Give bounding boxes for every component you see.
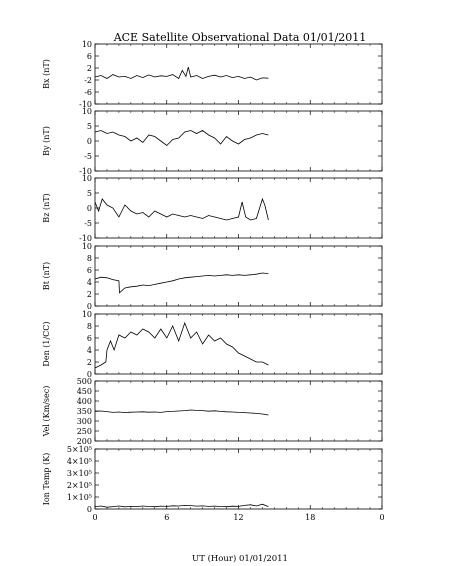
panel-6: 5×10⁵ 4×10⁵ 3×10⁵ 2×10⁵ 1×10⁵ 0 Ion Temp (K) — [42, 445, 383, 514]
chart-title: ACE Satellite Observational Data 01/01/2… — [113, 31, 367, 44]
y-axis-label: Ion Temp (K) — [42, 453, 51, 506]
panel-frame — [94, 313, 383, 375]
series-line-4-0 — [94, 321, 269, 369]
series-line-2-0 — [94, 197, 269, 221]
y-tick-label: -10 — [79, 234, 92, 243]
y-tick-label: -2 — [84, 76, 92, 85]
y-tick-label: 10 — [82, 174, 92, 183]
series-line-6-0 — [94, 503, 269, 508]
y-tick-label: 1×10⁵ — [67, 493, 92, 502]
panel-3: 10 8 6 4 2 0 Bt (nT) — [42, 242, 383, 311]
y-tick-label: 10 — [82, 242, 92, 251]
y-tick-label: -6 — [84, 88, 92, 97]
y-tick-label: 200 — [77, 437, 92, 446]
y-tick-label: 4 — [87, 278, 92, 287]
x-axis-label: UT (Hour) 01/01/2011 — [192, 553, 288, 564]
y-tick-label: 2×10⁵ — [67, 481, 92, 490]
y-tick-label: 500 — [77, 377, 92, 386]
panel-4: 10 8 6 4 2 0 Den (1/CC) — [42, 310, 383, 379]
y-tick-label: 2 — [87, 290, 92, 299]
y-tick-label: 250 — [77, 427, 92, 436]
y-tick-label: 450 — [77, 387, 92, 396]
y-tick-label: 0 — [87, 137, 92, 146]
y-axis-label: Bt (nT) — [42, 262, 51, 290]
y-tick-label: 0 — [87, 204, 92, 213]
y-tick-label: 4 — [87, 346, 92, 355]
y-tick-label: -10 — [79, 167, 92, 176]
y-tick-label: 2 — [87, 358, 92, 367]
panel-2: 10 5 0 -5 -10 Bz (nT) — [42, 174, 383, 243]
panel-1: 10 5 0 -5 -10 By (nT) — [42, 107, 383, 176]
y-tick-label: 5 — [87, 189, 92, 198]
y-axis-label: Den (1/CC) — [42, 321, 51, 366]
y-tick-label: 10 — [82, 107, 92, 116]
panel-frame — [94, 448, 383, 510]
x-tick-label: 0 — [92, 513, 97, 522]
y-tick-label: 350 — [77, 407, 92, 416]
y-tick-label: 0 — [87, 505, 92, 514]
y-tick-label: 10 — [82, 40, 92, 49]
x-tick-label: 0 — [379, 513, 384, 522]
y-tick-label: 6 — [87, 52, 92, 61]
panel-frame — [94, 110, 383, 172]
y-tick-label: 5×10⁵ — [67, 445, 92, 454]
x-tick-label: 12 — [233, 513, 243, 522]
panel-frame — [94, 43, 383, 105]
panel-frame — [94, 177, 383, 239]
panel-frame — [94, 380, 383, 442]
y-tick-label: -10 — [79, 100, 92, 109]
y-axis-label: Bz (nT) — [42, 193, 51, 222]
y-tick-label: 2 — [87, 64, 92, 73]
y-tick-label: 8 — [87, 322, 92, 331]
y-tick-label: 6 — [87, 266, 92, 275]
x-tick-label: 6 — [164, 513, 169, 522]
y-axis-label: Bx (nT) — [42, 59, 51, 89]
y-tick-label: 3×10⁵ — [67, 469, 92, 478]
y-tick-label: 6 — [87, 334, 92, 343]
panel-frame — [94, 245, 383, 307]
series-line-5-0 — [94, 409, 269, 416]
x-tick-label: 18 — [305, 513, 315, 522]
y-tick-label: 0 — [87, 302, 92, 311]
y-axis-label: Vel (Km/sec) — [42, 386, 51, 438]
y-axis-label: By (nT) — [42, 126, 51, 156]
y-tick-label: -5 — [84, 219, 92, 228]
series-line-3-0 — [94, 272, 269, 294]
y-tick-label: 0 — [87, 370, 92, 379]
y-tick-label: 300 — [77, 417, 92, 426]
series-line-1-0 — [94, 130, 269, 147]
y-tick-label: 400 — [77, 397, 92, 406]
y-tick-label: 10 — [82, 310, 92, 319]
panel-0: 10 6 2 -2 -6 -10 Bx (nT) — [42, 40, 383, 109]
y-tick-label: 4×10⁵ — [67, 457, 92, 466]
y-tick-label: -5 — [84, 152, 92, 161]
y-tick-label: 8 — [87, 254, 92, 263]
series-line-0-0 — [94, 67, 269, 81]
y-tick-label: 5 — [87, 122, 92, 131]
